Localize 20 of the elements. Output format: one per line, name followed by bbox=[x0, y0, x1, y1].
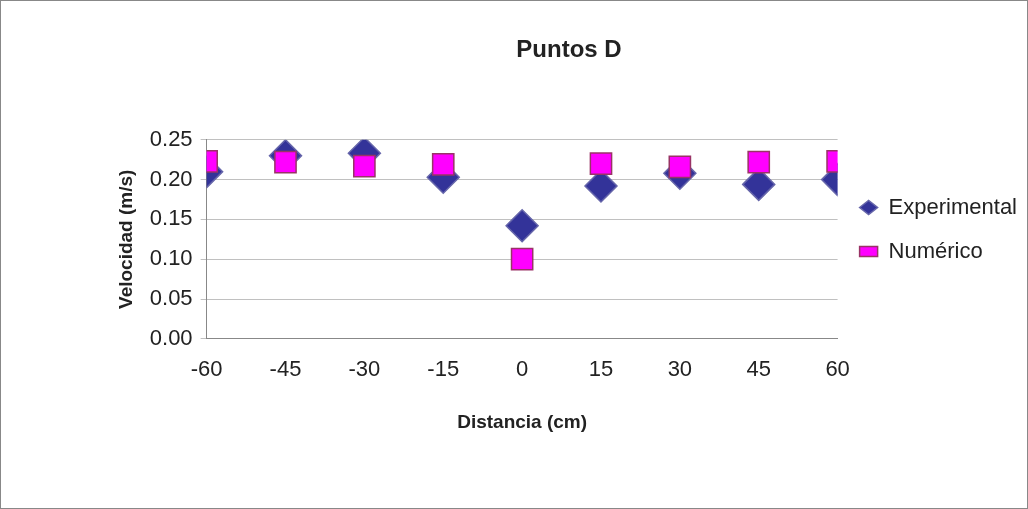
x-tick-label: 30 bbox=[667, 356, 693, 382]
y-tick-label: 0.25 bbox=[149, 125, 193, 151]
x-tick-label: -15 bbox=[427, 356, 460, 382]
chart-title: Puntos D bbox=[516, 35, 622, 63]
x-axis-title: Distancia (cm) bbox=[457, 410, 588, 432]
x-tick-label: 60 bbox=[825, 356, 850, 382]
x-tick-label: -30 bbox=[348, 356, 381, 382]
y-tick-label: 0.10 bbox=[149, 245, 193, 271]
x-tick-label: 15 bbox=[588, 356, 614, 382]
y-tick-label: 0.15 bbox=[149, 205, 193, 231]
legend-label: Experimental bbox=[888, 193, 1017, 219]
legend-label: Numérico bbox=[888, 237, 983, 263]
x-tick-label: 0 bbox=[515, 356, 529, 382]
y-tick-label: 0.20 bbox=[149, 165, 193, 191]
y-axis-title: Velocidad (m/s) bbox=[114, 169, 136, 309]
y-tick-label: 0.00 bbox=[149, 324, 193, 350]
x-tick-label: -60 bbox=[190, 356, 223, 382]
x-tick-label: 45 bbox=[746, 356, 771, 382]
x-tick-label: -45 bbox=[269, 356, 302, 382]
y-tick-label: 0.05 bbox=[149, 285, 193, 311]
